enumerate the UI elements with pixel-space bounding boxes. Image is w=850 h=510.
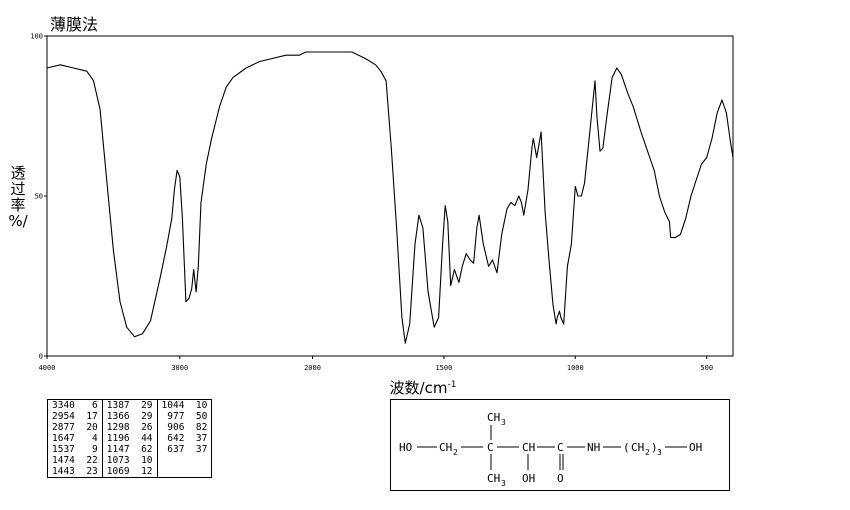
- structure-o: O: [557, 472, 564, 485]
- x-tick-label: 1500: [435, 364, 452, 372]
- structure-paren-open: (: [623, 441, 630, 454]
- y-axis-label-char: 透: [10, 164, 26, 182]
- x-tick-label: 3000: [171, 364, 188, 372]
- peak-table-column: 1044 10 977 50 906 82 642 37 637 37: [157, 400, 212, 478]
- peak-row: 1474 22: [52, 455, 98, 466]
- structure-oh-bottom: OH: [522, 472, 535, 485]
- structural-formula: HO CH 2 C CH 3 CH 3 CH OH C O NH ( CH 2 …: [399, 411, 702, 488]
- peak-row: [162, 466, 208, 477]
- x-tick-label: 2000: [304, 364, 321, 372]
- peak-row: 1298 26: [106, 422, 153, 433]
- peak-row: 906 82: [161, 422, 208, 433]
- structure-ch3-top: CH: [487, 411, 500, 424]
- chart-title: 薄膜法: [50, 15, 99, 34]
- peak-row: 977 50: [161, 411, 208, 422]
- peak-row: 2954 17: [52, 411, 98, 422]
- peak-table-column: 1387 29 1366 29 1298 26 1196 44 1147 62 1073 …: [102, 399, 158, 478]
- spectrum-line: [46, 51, 734, 344]
- structure-ch2-sub: 2: [453, 448, 458, 457]
- structure-ho-left: HO: [399, 441, 412, 454]
- y-tick-label: 0: [39, 353, 43, 361]
- peak-row: 1044 10: [161, 400, 208, 411]
- structure-box: HO CH 2 C CH 3 CH 3 CH OH C O NH ( CH 2 …: [390, 399, 730, 491]
- peak-row: 1147 62: [106, 444, 153, 455]
- y-axis-label-char: 率: [10, 196, 26, 214]
- structure-oh-right: OH: [689, 441, 702, 454]
- structure-c-center: C: [487, 441, 494, 454]
- structure-nh: NH: [587, 441, 600, 454]
- x-tick-label: 500: [700, 364, 713, 372]
- peak-row: 1443 23: [52, 466, 98, 477]
- peak-table-column: 3340 6 2954 17 2877 20 1647 4 1537 9 1474 22 1…: [47, 399, 103, 478]
- x-axis-label: 波数/cm-1: [0, 376, 850, 397]
- structure-ch3-bottom-sub: 3: [501, 479, 506, 488]
- peak-row: 1196 44: [106, 433, 153, 444]
- y-axis-label: 透 过 率 %/: [8, 165, 28, 229]
- peak-table: 3340 6 2954 17 2877 20 1647 4 1537 9 1474 22 1…: [47, 399, 213, 478]
- structure-ch3-bottom: CH: [487, 472, 500, 485]
- peak-row: 637 37: [161, 444, 208, 455]
- structure-ch3-top-sub: 3: [501, 418, 506, 427]
- y-axis-label-unit: %/: [8, 212, 28, 230]
- x-axis-label-exponent: -1: [447, 380, 457, 390]
- structure-ch2-chain-sub: 2: [645, 448, 650, 457]
- x-tick-label: 1000: [567, 364, 584, 372]
- structure-ch: CH: [522, 441, 535, 454]
- structure-ch2: CH: [439, 441, 452, 454]
- structure-repeat-sub: 3: [657, 448, 662, 457]
- peak-row: 1069 12: [106, 466, 153, 477]
- structure-paren-close: ): [651, 441, 658, 454]
- y-tick-label: 50: [35, 193, 43, 201]
- peak-row: 1387 29: [106, 400, 153, 411]
- peak-row: [162, 455, 208, 466]
- peak-row: 1366 29: [106, 411, 153, 422]
- peak-row: 2877 20: [52, 422, 98, 433]
- plot-frame: [46, 35, 734, 357]
- peak-row: 3340 6: [52, 400, 98, 411]
- structure-ch2-chain: CH: [631, 441, 644, 454]
- x-axis-label-text: 波数/cm: [389, 379, 448, 397]
- y-tick-label: 100: [30, 33, 43, 41]
- peak-row: 1647 4: [52, 433, 98, 444]
- x-tick-label: 4000: [39, 364, 56, 372]
- peak-row: 1537 9: [52, 444, 98, 455]
- y-axis-label-char: 过: [10, 180, 26, 198]
- peak-row: 642 37: [161, 433, 208, 444]
- peak-row: 1073 10: [106, 455, 153, 466]
- structure-c-carbonyl: C: [557, 441, 564, 454]
